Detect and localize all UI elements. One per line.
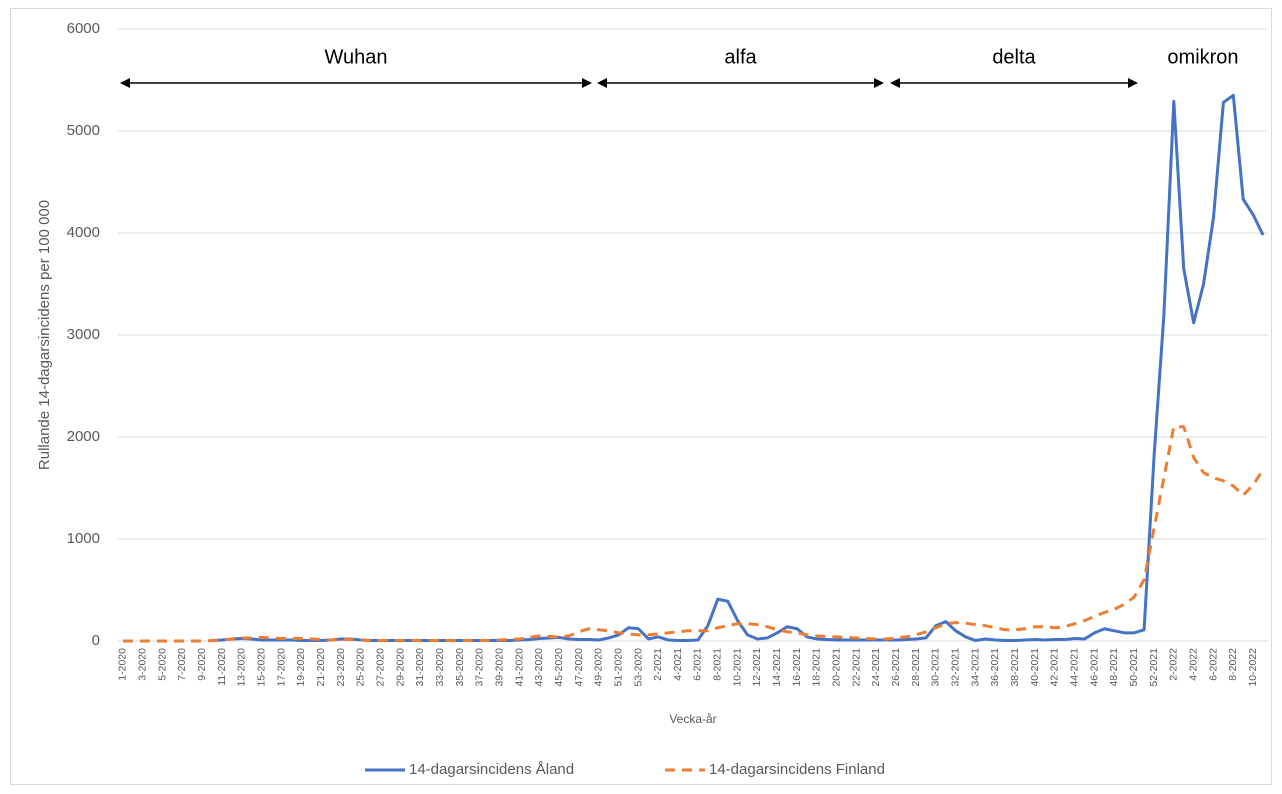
legend-label: 14-dagarsincidens Åland [409,761,574,778]
x-tick-label: 6-2022 [1207,648,1219,681]
x-tick-label: 43-2020 [533,648,545,687]
y-tick-label: 1000 [67,530,100,547]
x-tick-label: 33-2020 [434,648,446,687]
x-tick-label: 27-2020 [374,648,386,687]
x-tick-label: 7-2020 [176,648,188,681]
series-line [122,425,1265,643]
x-tick-label: 12-2021 [751,648,763,687]
y-tick-label: 5000 [67,122,100,139]
x-tick-label: 25-2020 [355,648,367,687]
y-tick-label: 2000 [67,428,100,445]
legend-label: 14-dagarsincidens Finland [709,761,885,778]
y-axis-label: Rullande 14-dagarsincidens per 100 000 [36,200,53,470]
x-tick-label: 47-2020 [573,648,585,687]
x-tick-label: 35-2020 [454,648,466,687]
annotation: alfa [724,46,757,68]
x-tick-label: 40-2021 [1029,648,1041,687]
x-tick-label: 45-2020 [553,648,565,687]
x-tick-label: 23-2020 [335,648,347,687]
y-tick-label: 6000 [67,20,100,37]
x-tick-label: 41-2020 [513,648,525,687]
x-tick-label: 44-2021 [1068,648,1080,687]
y-tick-label: 0 [92,632,100,649]
x-tick-label: 51-2020 [612,648,624,687]
x-tick-label: 32-2021 [949,648,961,687]
annotation: delta [992,46,1036,68]
x-tick-label: 34-2021 [969,648,981,687]
chart-border [10,8,1272,785]
x-tick-label: 13-2020 [236,648,248,687]
x-tick-label: 36-2021 [989,648,1001,687]
x-tick-label: 4-2022 [1187,648,1199,681]
x-tick-label: 52-2021 [1148,648,1160,687]
x-tick-label: 49-2020 [593,648,605,687]
x-tick-label: 1-2020 [117,648,129,681]
x-tick-label: 4-2021 [672,648,684,681]
x-tick-label: 39-2020 [493,648,505,687]
annotation: Wuhan [324,46,387,68]
x-tick-label: 18-2021 [811,648,823,687]
x-tick-label: 42-2021 [1049,648,1061,687]
x-tick-label: 31-2020 [414,648,426,687]
x-tick-label: 8-2022 [1227,648,1239,681]
x-axis-label: Vecka-år [669,712,716,726]
x-tick-label: 11-2020 [216,648,228,686]
x-tick-label: 19-2020 [295,648,307,687]
x-tick-label: 8-2021 [712,648,724,681]
x-tick-label: 24-2021 [870,648,882,687]
x-tick-label: 5-2020 [156,648,168,681]
x-tick-label: 6-2021 [692,648,704,681]
x-tick-label: 46-2021 [1088,648,1100,687]
y-tick-label: 3000 [67,326,100,343]
x-tick-label: 30-2021 [930,648,942,687]
x-tick-label: 28-2021 [910,648,922,687]
x-tick-label: 37-2020 [474,648,486,687]
x-tick-label: 10-2022 [1247,648,1259,687]
x-tick-label: 38-2021 [1009,648,1021,687]
x-tick-label: 17-2020 [275,648,287,687]
y-tick-label: 4000 [67,224,100,241]
x-tick-label: 2-2022 [1168,648,1180,681]
x-tick-label: 16-2021 [791,648,803,687]
x-tick-label: 15-2020 [256,648,268,687]
x-tick-label: 14-2021 [771,648,783,687]
x-tick-label: 3-2020 [137,648,149,681]
x-tick-label: 26-2021 [890,648,902,687]
x-tick-label: 20-2021 [831,648,843,687]
x-tick-label: 10-2021 [731,648,743,687]
x-tick-label: 9-2020 [196,648,208,681]
x-tick-label: 48-2021 [1108,648,1120,687]
x-tick-label: 22-2021 [850,648,862,687]
annotation: omikron [1167,46,1238,68]
x-tick-label: 21-2020 [315,648,327,687]
x-tick-label: 50-2021 [1128,648,1140,687]
x-tick-label: 29-2020 [394,648,406,687]
x-tick-label: 2-2021 [652,648,664,681]
x-tick-label: 53-2020 [632,648,644,687]
